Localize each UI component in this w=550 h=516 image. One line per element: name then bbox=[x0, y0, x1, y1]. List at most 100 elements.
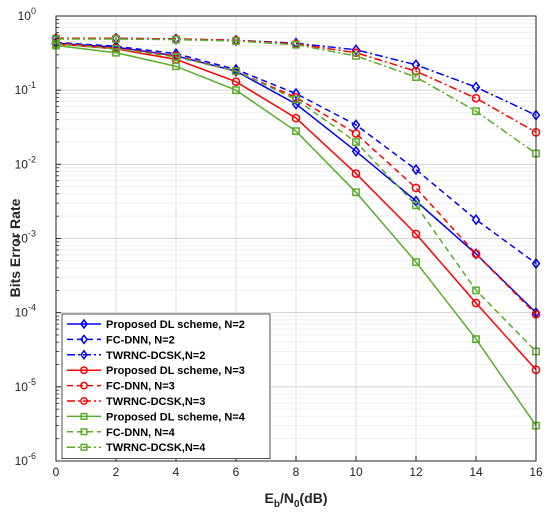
legend-label: FC-DNN, N=4 bbox=[106, 427, 176, 439]
data-point-square bbox=[292, 40, 300, 49]
data-point-square bbox=[172, 62, 180, 71]
data-point-circle bbox=[471, 249, 481, 259]
x-label-sub2: 0 bbox=[294, 499, 300, 510]
series-line bbox=[55, 41, 537, 265]
data-point-diamond bbox=[351, 145, 361, 158]
data-point-circle bbox=[351, 129, 361, 138]
data-point-square bbox=[80, 443, 88, 451]
data-point-square bbox=[112, 45, 120, 53]
legend-entry: FC-DNN, N=2 bbox=[67, 334, 175, 346]
data-point-diamond bbox=[411, 59, 421, 71]
legend-entry: Proposed DL scheme, N=3 bbox=[67, 365, 245, 377]
y-axis-label: Bits Error Rate bbox=[7, 198, 23, 297]
legend-label: TWRNC-DCSK,N=3 bbox=[106, 396, 205, 408]
data-point-circle bbox=[411, 66, 421, 76]
data-point-diamond bbox=[80, 318, 88, 330]
data-point-diamond bbox=[351, 44, 361, 56]
legend-entry: FC-DNN, N=4 bbox=[67, 427, 176, 439]
x-tick-label: 12 bbox=[409, 465, 423, 479]
legend-label: TWRNC-DCSK,N=4 bbox=[106, 442, 206, 454]
data-point-square bbox=[472, 335, 480, 344]
x-label-mid: /N bbox=[280, 490, 294, 506]
data-point-diamond bbox=[471, 81, 481, 93]
data-point-circle bbox=[351, 169, 361, 178]
y-tick-label: 10-5 bbox=[15, 377, 36, 394]
series-line bbox=[55, 44, 537, 427]
data-point-circle bbox=[471, 93, 481, 103]
data-point-square bbox=[232, 37, 240, 45]
x-tick-label: 10 bbox=[349, 465, 363, 479]
y-tick-label: 10-1 bbox=[15, 80, 36, 97]
legend-entry: TWRNC-DCSK,N=3 bbox=[67, 396, 205, 408]
x-label-main: E bbox=[264, 490, 273, 506]
x-axis-label: Eb/N0(dB) bbox=[264, 490, 327, 510]
legend-entry: Proposed DL scheme, N=2 bbox=[67, 318, 245, 331]
series-line bbox=[55, 43, 537, 371]
data-point-circle bbox=[411, 183, 421, 193]
data-point-circle bbox=[231, 77, 241, 87]
data-point-diamond bbox=[471, 213, 481, 226]
data-point-circle bbox=[291, 113, 301, 123]
x-tick-label: 8 bbox=[293, 465, 300, 479]
legend-box bbox=[61, 313, 271, 460]
data-point-diamond bbox=[291, 87, 301, 100]
data-point-diamond bbox=[411, 163, 421, 176]
legend-label: FC-DNN, N=3 bbox=[106, 381, 175, 393]
data-point-square bbox=[292, 95, 300, 104]
data-point-square bbox=[172, 53, 180, 61]
series-line bbox=[56, 38, 537, 155]
data-point-square bbox=[472, 286, 480, 295]
series-line bbox=[56, 37, 537, 133]
ticks: 0 2 4 6 8 10 12 14 16 100 10-1 10-2 10-3 10-4 10-5 10-6 bbox=[15, 6, 543, 479]
data-point-square bbox=[172, 35, 180, 44]
legend-label: Proposed DL scheme, N=3 bbox=[106, 365, 245, 377]
x-tick-label: 0 bbox=[53, 465, 60, 479]
y-tick-label: 100 bbox=[18, 6, 36, 23]
legend-entry: Proposed DL scheme, N=4 bbox=[67, 411, 246, 423]
x-tick-label: 16 bbox=[529, 465, 543, 479]
legend-entry: TWRNC-DCSK,N=2 bbox=[67, 349, 205, 362]
legend-label: Proposed DL scheme, N=4 bbox=[106, 411, 246, 423]
data-point-diamond bbox=[80, 334, 88, 345]
y-tick-label: 10-6 bbox=[15, 451, 36, 468]
data-point-square bbox=[80, 428, 88, 436]
x-tick-label: 14 bbox=[469, 465, 483, 479]
x-label-tail: (dB) bbox=[300, 490, 328, 506]
data-point-square bbox=[80, 412, 88, 420]
series-line bbox=[55, 43, 537, 352]
legend-label: FC-DNN, N=2 bbox=[106, 334, 175, 346]
series-line bbox=[55, 42, 537, 315]
data-point-circle bbox=[471, 298, 481, 308]
y-tick-label: 10-3 bbox=[15, 229, 36, 246]
data-point-square bbox=[292, 127, 300, 136]
series-9 bbox=[52, 35, 540, 158]
data-point-circle bbox=[80, 381, 88, 390]
series-group bbox=[51, 32, 541, 430]
legend-entry: FC-DNN, N=3 bbox=[67, 381, 175, 393]
data-point-circle bbox=[80, 397, 88, 405]
y-tick-label: 10-2 bbox=[15, 154, 36, 171]
data-point-square bbox=[472, 107, 480, 116]
x-tick-label: 6 bbox=[233, 465, 240, 479]
data-point-circle bbox=[80, 366, 88, 375]
data-point-circle bbox=[411, 229, 421, 239]
data-point-square bbox=[352, 188, 360, 197]
data-point-square bbox=[232, 86, 240, 95]
data-point-square bbox=[352, 138, 360, 146]
data-point-diamond bbox=[80, 349, 88, 361]
legend-label: TWRNC-DCSK,N=2 bbox=[106, 350, 205, 362]
y-tick-label: 10-4 bbox=[15, 303, 36, 320]
legend-entry: TWRNC-DCSK,N=4 bbox=[67, 442, 206, 454]
data-point-diamond bbox=[411, 195, 421, 207]
x-label-sub1: b bbox=[274, 499, 280, 510]
legend: Proposed DL scheme, N=2 FC-DNN, N=2 TWRNC-… bbox=[61, 313, 271, 460]
data-point-square bbox=[412, 73, 420, 82]
data-point-square bbox=[352, 51, 360, 60]
data-point-square bbox=[412, 201, 420, 210]
x-tick-label: 2 bbox=[113, 465, 120, 479]
legend-label: Proposed DL scheme, N=2 bbox=[106, 319, 245, 331]
data-point-square bbox=[412, 258, 420, 267]
x-tick-label: 4 bbox=[173, 465, 180, 479]
data-point-square bbox=[232, 67, 240, 76]
